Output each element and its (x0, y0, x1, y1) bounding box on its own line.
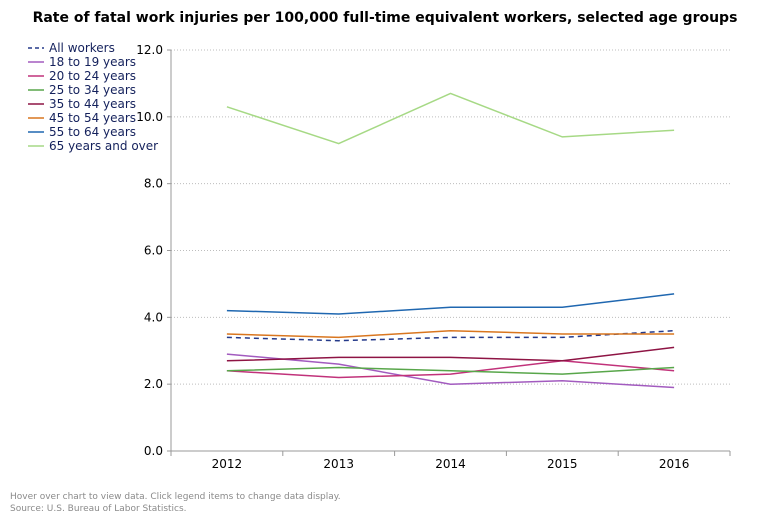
legend-label: 18 to 19 years (49, 55, 137, 69)
footer-source: Source: U.S. Bureau of Labor Statistics. (10, 504, 187, 514)
x-tick-label: 2016 (659, 457, 690, 471)
legend-label: 45 to 54 years (49, 111, 137, 125)
legend-label: 20 to 24 years (49, 69, 137, 83)
legend-swatch (28, 61, 44, 63)
series-line-18-to-19-years[interactable] (226, 353, 675, 389)
series-line-20-to-24-years[interactable] (226, 360, 675, 379)
y-tick-label: 0.0 (144, 444, 163, 458)
legend-swatch (28, 89, 44, 91)
legend-swatch (28, 145, 44, 147)
legend-item[interactable]: 25 to 34 years (28, 83, 158, 97)
chart-title: Rate of fatal work injuries per 100,000 … (32, 10, 738, 26)
legend-label: 55 to 64 years (49, 125, 137, 139)
legend-item[interactable]: 18 to 19 years (28, 55, 158, 69)
legend-item[interactable]: 55 to 64 years (28, 125, 158, 139)
legend-item[interactable]: 20 to 24 years (28, 69, 158, 83)
legend-label: All workers (49, 41, 115, 55)
series-line-25-to-34-years[interactable] (226, 366, 675, 375)
y-tick-label: 4.0 (144, 310, 163, 324)
series-line-55-to-64-years[interactable] (226, 293, 675, 315)
y-tick-label: 12.0 (136, 43, 163, 57)
legend-swatch (28, 131, 44, 133)
y-tick-label: 10.0 (136, 110, 163, 124)
legend-item[interactable]: All workers (28, 41, 158, 55)
legend-swatch (28, 103, 44, 105)
legend-label: 35 to 44 years (49, 97, 137, 111)
y-tick-label: 8.0 (144, 177, 163, 191)
footer-hint: Hover over chart to view data. Click leg… (10, 492, 341, 502)
x-tick-label: 2013 (323, 457, 354, 471)
legend-item[interactable]: 45 to 54 years (28, 111, 158, 125)
chart-legend: All workers 18 to 19 years 20 to 24 years 2… (28, 41, 158, 153)
series-line-all-workers[interactable] (226, 329, 675, 342)
x-tick-label: 2012 (212, 457, 243, 471)
legend-label: 25 to 34 years (49, 83, 137, 97)
y-tick-label: 6.0 (144, 244, 163, 258)
legend-swatch (28, 47, 44, 49)
x-tick-label: 2014 (435, 457, 466, 471)
x-tick-label: 2015 (547, 457, 578, 471)
legend-label: 65 years and over (49, 139, 159, 153)
chart-footer: Hover over chart to view data. Click leg… (10, 491, 341, 515)
series-line-35-to-44-years[interactable] (226, 346, 675, 362)
legend-swatch (28, 75, 44, 77)
legend-item[interactable]: 65 years and over (28, 139, 158, 153)
legend-swatch (28, 117, 44, 119)
legend-item[interactable]: 35 to 44 years (28, 97, 158, 111)
y-tick-label: 2.0 (144, 377, 163, 391)
series-line-45-to-54-years[interactable] (226, 329, 675, 339)
series-line-65-years-and-over[interactable] (226, 92, 675, 145)
